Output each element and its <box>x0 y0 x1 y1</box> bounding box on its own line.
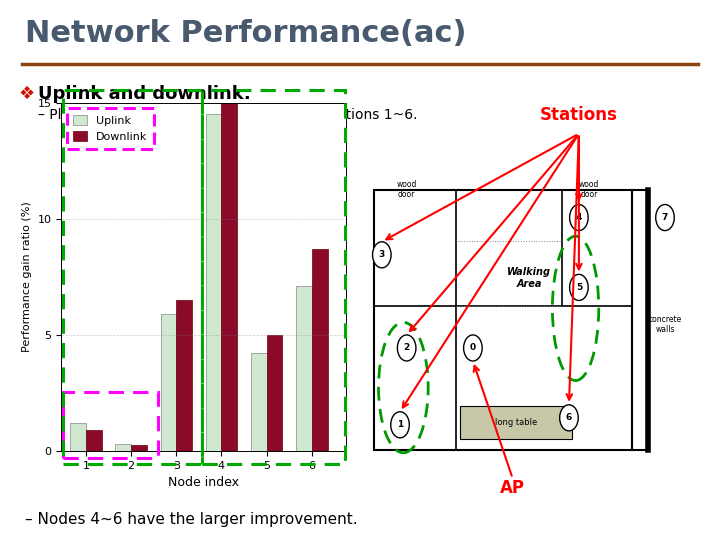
Text: ❖: ❖ <box>18 85 34 103</box>
Bar <box>222 103 238 451</box>
Text: wood
door: wood door <box>579 179 599 199</box>
Text: Uplink and downlink:: Uplink and downlink: <box>38 85 251 103</box>
Text: 4: 4 <box>576 213 582 222</box>
Legend: Uplink, Downlink: Uplink, Downlink <box>67 108 153 148</box>
Text: – Place AP at location 0, and stations at locations 1~6.: – Place AP at location 0, and stations a… <box>38 107 418 122</box>
Bar <box>71 423 86 451</box>
Text: – Nodes 4~6 have the larger improvement.: – Nodes 4~6 have the larger improvement. <box>25 512 358 527</box>
Circle shape <box>570 274 588 300</box>
Bar <box>161 314 176 451</box>
Text: Network Performance(ac): Network Performance(ac) <box>25 19 467 48</box>
Bar <box>176 300 192 451</box>
Bar <box>206 114 222 451</box>
Text: Stations: Stations <box>540 106 618 124</box>
Circle shape <box>464 335 482 361</box>
Bar <box>459 406 572 439</box>
Text: concrete
walls: concrete walls <box>649 315 682 334</box>
Text: wood
door: wood door <box>397 179 417 199</box>
Text: 5: 5 <box>576 283 582 292</box>
Bar <box>115 444 131 451</box>
Circle shape <box>372 242 391 268</box>
Y-axis label: Performance gain ratio (%): Performance gain ratio (%) <box>22 201 32 352</box>
Circle shape <box>391 412 409 438</box>
Text: Walking
Area: Walking Area <box>507 267 552 289</box>
Text: 3: 3 <box>379 251 385 259</box>
Bar <box>251 353 266 451</box>
Circle shape <box>397 335 416 361</box>
Bar <box>86 430 102 451</box>
Text: 1: 1 <box>397 420 403 429</box>
Bar <box>374 190 632 450</box>
Text: 7: 7 <box>662 213 668 222</box>
Text: 2: 2 <box>403 343 410 353</box>
Text: 6: 6 <box>566 413 572 422</box>
Text: AP: AP <box>500 478 525 497</box>
Bar <box>266 335 282 451</box>
X-axis label: Node index: Node index <box>168 476 239 489</box>
Bar <box>131 445 147 451</box>
Bar <box>312 249 328 451</box>
Text: long table: long table <box>495 418 537 427</box>
Circle shape <box>559 405 578 431</box>
Bar <box>296 286 312 451</box>
Circle shape <box>656 205 674 231</box>
Circle shape <box>570 205 588 231</box>
Text: 0: 0 <box>470 343 476 353</box>
